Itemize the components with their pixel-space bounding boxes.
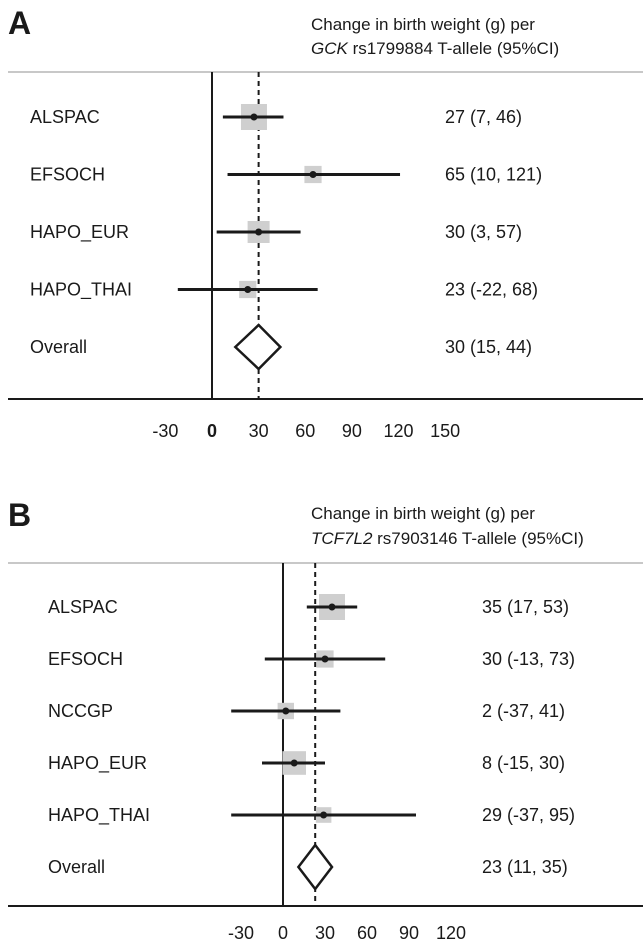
estimate-text: 29 (-37, 95) — [482, 805, 575, 825]
x-tick-label: 60 — [357, 923, 377, 943]
point-estimate — [321, 655, 329, 663]
variant-label: rs1799884 T-allele (95%CI) — [348, 39, 559, 58]
study-label: EFSOCH — [48, 649, 123, 669]
estimate-text: 8 (-15, 30) — [482, 753, 565, 773]
study-label: HAPO_THAI — [30, 280, 132, 301]
panel-a: A Change in birth weight (g) per GCK rs179… — [8, 5, 643, 441]
study-label: ALSPAC — [30, 107, 100, 127]
x-tick-label: 150 — [430, 421, 460, 441]
overall-diamond — [233, 323, 283, 371]
study-label: NCCGP — [48, 701, 113, 721]
panel-b: B Change in birth weight (g) per TCF7L2 rs… — [8, 497, 643, 943]
x-tick-label: -30 — [228, 923, 254, 943]
point-estimate — [328, 603, 336, 611]
estimate-text: 30 (-13, 73) — [482, 649, 575, 669]
point-estimate — [320, 811, 328, 819]
estimate-text: 23 (-22, 68) — [445, 280, 538, 300]
study-label: HAPO_EUR — [48, 753, 147, 774]
study-label: HAPO_EUR — [30, 222, 129, 243]
x-tick-label: 30 — [315, 923, 335, 943]
x-tick-label: 30 — [249, 421, 269, 441]
point-estimate — [290, 759, 298, 767]
overall-diamond — [296, 842, 334, 892]
estimate-text: 27 (7, 46) — [445, 107, 522, 127]
study-label: EFSOCH — [30, 165, 105, 185]
estimate-text: 35 (17, 53) — [482, 597, 569, 617]
study-label: ALSPAC — [48, 597, 118, 617]
x-tick-label: 90 — [342, 421, 362, 441]
gene-name: TCF7L2 — [311, 529, 373, 548]
gene-name: GCK — [311, 39, 349, 58]
x-tick-label: 0 — [278, 923, 288, 943]
point-estimate — [255, 228, 263, 236]
estimate-text: 65 (10, 121) — [445, 165, 542, 185]
point-estimate — [309, 171, 317, 178]
overall-estimate-text: 23 (11, 35) — [482, 857, 568, 877]
estimate-text: 2 (-37, 41) — [482, 701, 565, 721]
x-tick-label: 60 — [295, 421, 315, 441]
point-estimate — [282, 707, 290, 715]
x-tick-label: 120 — [436, 923, 466, 943]
column-header-line2: TCF7L2 rs7903146 T-allele (95%CI) — [311, 529, 584, 548]
point-estimate — [244, 286, 252, 293]
estimate-text: 30 (3, 57) — [445, 222, 522, 242]
x-tick-label: 0 — [207, 421, 217, 441]
x-tick-label: 90 — [399, 923, 419, 943]
column-header-line2: GCK rs1799884 T-allele (95%CI) — [311, 39, 559, 58]
overall-label: Overall — [48, 857, 105, 877]
overall-label: Overall — [30, 337, 87, 357]
column-header-line1: Change in birth weight (g) per — [311, 15, 535, 34]
x-tick-label: -30 — [152, 421, 178, 441]
x-tick-label: 120 — [383, 421, 413, 441]
panel-letter: B — [8, 497, 31, 533]
panel-letter: A — [8, 5, 31, 41]
variant-label: rs7903146 T-allele (95%CI) — [372, 529, 583, 548]
point-estimate — [250, 113, 258, 121]
column-header-line1: Change in birth weight (g) per — [311, 504, 535, 523]
overall-estimate-text: 30 (15, 44) — [445, 337, 532, 357]
study-label: HAPO_THAI — [48, 805, 150, 826]
